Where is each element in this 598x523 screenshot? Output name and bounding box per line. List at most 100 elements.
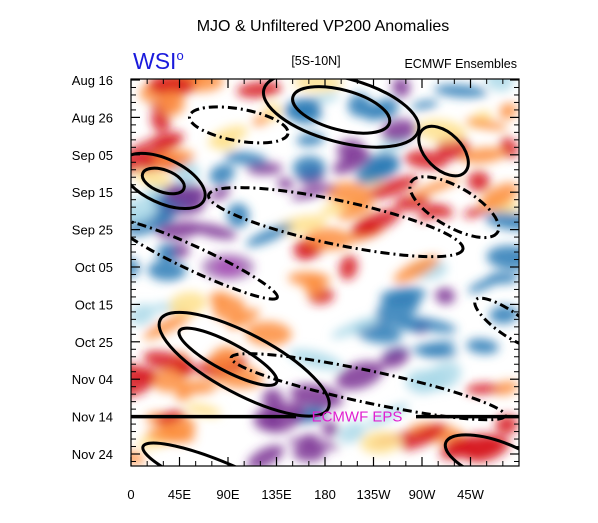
anomaly-blob: [245, 321, 292, 346]
anomaly-blob: [147, 260, 187, 281]
anomaly-blob: [331, 316, 381, 339]
anomaly-blob: [209, 164, 235, 185]
anomaly-blob: [277, 177, 294, 190]
y-tick-label: Nov 24: [72, 447, 113, 462]
anomaly-blob: [161, 132, 184, 149]
positive-contour: [291, 85, 392, 135]
y-tick-label: Sep 15: [72, 185, 113, 200]
x-tick-label: 180: [314, 487, 336, 502]
anomaly-core: [202, 254, 254, 280]
anomaly-blob: [499, 103, 518, 120]
positive-contour: [443, 433, 519, 466]
anomaly-blob: [208, 125, 248, 148]
x-tick-label: 0: [127, 487, 134, 502]
anomaly-blob: [212, 295, 246, 321]
anomaly-blob: [339, 255, 358, 280]
forecast-line-group: ECMWF EPS: [131, 409, 519, 426]
wsi-logo: WSIo: [133, 48, 184, 74]
wsi-logo-mark: o: [176, 48, 183, 63]
anomaly-blob: [380, 348, 410, 369]
anomaly-blob: [463, 206, 489, 218]
anomaly-blob: [338, 421, 366, 444]
y-tick-label: Oct 25: [75, 335, 113, 350]
anomaly-blob: [465, 383, 500, 395]
negative-contour: [187, 105, 290, 145]
anomaly-blob: [467, 276, 501, 293]
anomaly-blob: [247, 444, 285, 466]
anomaly-blob: [163, 182, 208, 205]
anomaly-blob: [253, 408, 281, 431]
negative-contour: [473, 296, 519, 350]
forecast-label: ECMWF EPS: [312, 409, 403, 426]
anomaly-blob: [131, 369, 158, 398]
anomaly-blob: [299, 434, 319, 443]
anomaly-blob: [159, 90, 185, 117]
anomaly-blob: [156, 220, 202, 240]
anomaly-blob: [489, 305, 519, 324]
anomaly-blob: [303, 275, 324, 297]
anomaly-blob: [434, 84, 488, 98]
x-tick-label: 90W: [409, 487, 436, 502]
negative-contour: [207, 186, 465, 259]
anomaly-blob: [485, 79, 514, 92]
anomaly-blob: [486, 245, 519, 271]
anomaly-blob: [245, 223, 293, 247]
anomaly-blob: [337, 200, 375, 221]
negative-contour: [131, 218, 279, 301]
wsi-logo-text: WSI: [133, 48, 176, 74]
anomaly-blob: [466, 338, 499, 354]
anomaly-blob: [146, 427, 196, 444]
anomaly-blob: [332, 150, 372, 175]
anomaly-blob: [394, 194, 431, 211]
anomaly-blob: [152, 149, 195, 168]
y-tick-label: Sep 05: [72, 148, 113, 163]
positive-contour: [417, 124, 470, 178]
anomaly-blob: [286, 438, 340, 450]
positive-contour: [157, 310, 331, 418]
plot-area: [131, 79, 519, 466]
x-tick-label: 90E: [216, 487, 239, 502]
anomaly-blob: [156, 243, 177, 261]
anomaly-blob: [131, 303, 155, 326]
anomaly-blob: [150, 109, 171, 133]
anomaly-blob: [224, 151, 268, 166]
chart-title: MJO & Unfiltered VP200 Anomalies: [197, 18, 450, 35]
positive-contour: [177, 326, 279, 387]
anomaly-blob: [393, 255, 440, 283]
anomaly-blob: [379, 287, 427, 305]
anomaly-blob: [465, 118, 508, 131]
anomaly-blob: [366, 152, 401, 179]
anomaly-blob: [210, 186, 231, 201]
source-label: ECMWF Ensembles: [404, 57, 517, 71]
x-tick-label: 135E: [261, 487, 292, 502]
anomaly-blob: [185, 403, 222, 418]
anomaly-blob: [402, 316, 457, 333]
x-tick-label: 135W: [357, 487, 392, 502]
y-tick-label: Oct 15: [75, 297, 113, 312]
anomaly-shading: [131, 79, 519, 466]
anomaly-blob: [131, 197, 157, 224]
anomaly-blob: [360, 430, 402, 454]
x-axis: 0 45E 90E 135E 180 135W 90W 45W: [127, 79, 504, 502]
anomaly-blob: [350, 208, 401, 237]
x-tick-label: 45W: [457, 487, 484, 502]
anomaly-blob: [176, 363, 194, 377]
anomaly-blob: [148, 79, 195, 96]
anomaly-blob: [466, 436, 510, 463]
y-tick-label: Aug 26: [72, 110, 113, 125]
anomaly-blob: [467, 170, 490, 192]
anomaly-blob: [435, 287, 456, 305]
region-label: [5S-10N]: [291, 54, 340, 68]
positive-contour: [140, 166, 186, 196]
anomaly-blob: [322, 421, 339, 437]
anomaly-blob: [411, 341, 456, 354]
anomaly-blob: [336, 361, 384, 391]
anomaly-blob: [415, 368, 447, 392]
anomaly-blob: [143, 311, 193, 340]
y-tick-label: Sep 25: [72, 223, 113, 238]
x-tick-label: 45E: [168, 487, 191, 502]
anomaly-blob: [400, 423, 447, 451]
y-tick-label: Nov 14: [72, 410, 113, 425]
anomaly-blob: [227, 308, 260, 329]
